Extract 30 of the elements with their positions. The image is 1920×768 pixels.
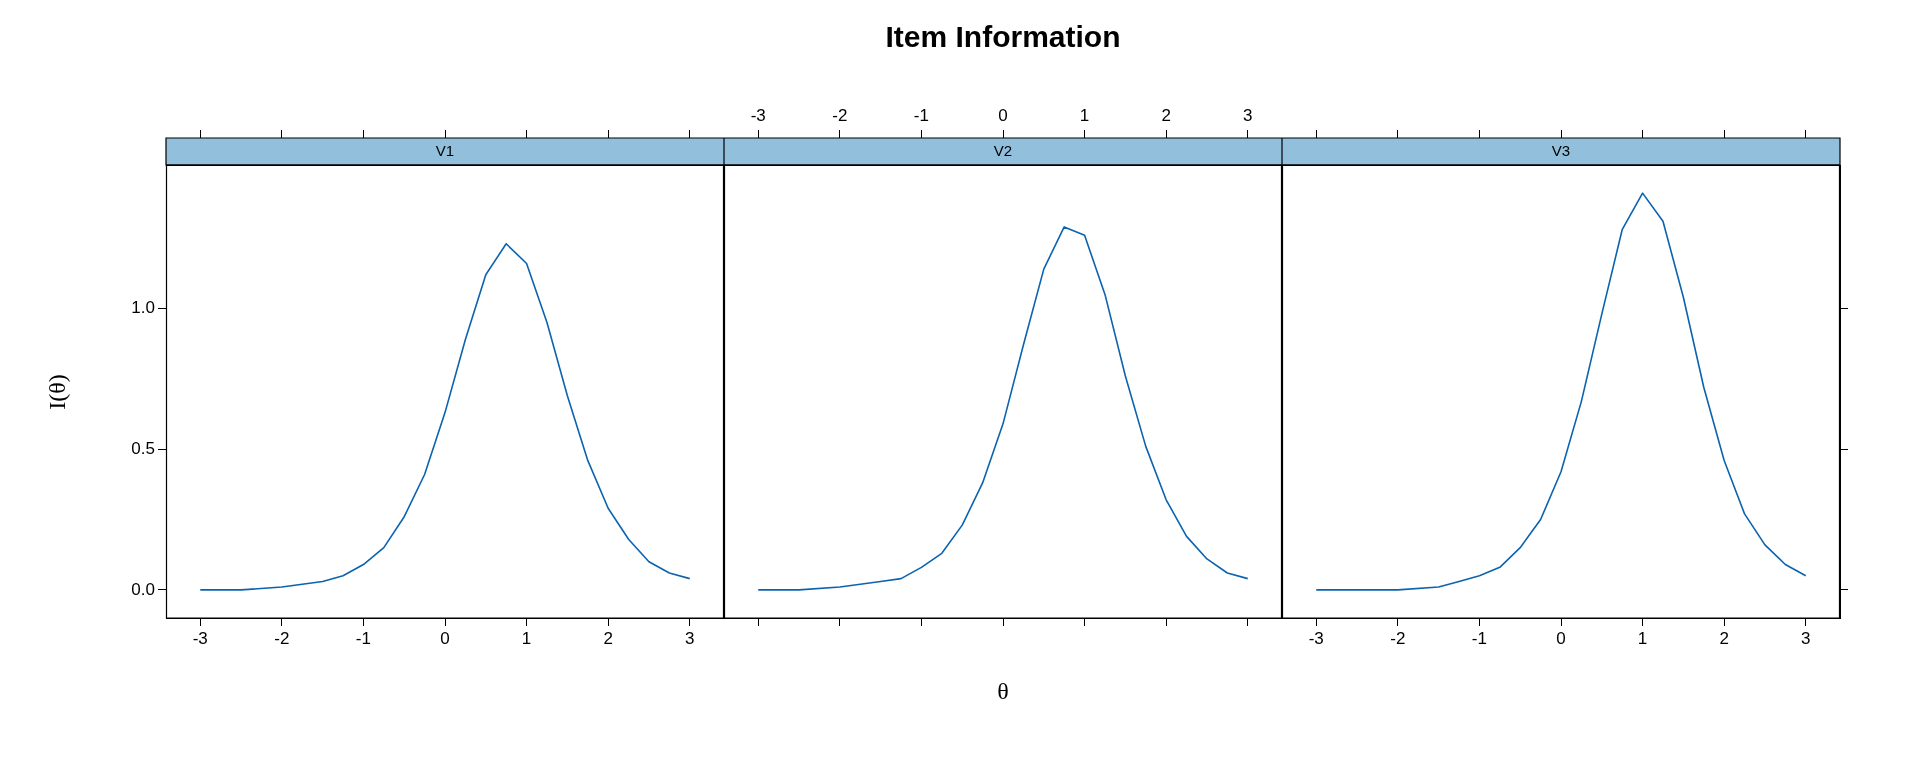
x-tick-label: -2 <box>832 106 848 126</box>
x-tick-label: -3 <box>1308 628 1324 648</box>
x-tick-label: 2 <box>603 628 613 648</box>
x-tick-label: 2 <box>1719 628 1729 648</box>
x-tick-label: 1 <box>1637 628 1648 648</box>
x-tick-label: 3 <box>1243 106 1253 126</box>
x-tick-label: -2 <box>274 628 290 648</box>
y-tick-label: 0.0 <box>131 579 155 599</box>
x-tick-label: -3 <box>192 628 208 648</box>
chart-subtitle: V2 <box>993 141 1013 159</box>
x-tick-label: -1 <box>355 628 371 648</box>
chart-title: Item Information <box>884 19 1122 55</box>
y-tick-label: 1.0 <box>131 298 155 318</box>
chart-subtitle: V1 <box>435 141 455 159</box>
x-tick-label: -2 <box>1390 628 1406 648</box>
x-tick-label: -1 <box>1471 628 1487 648</box>
y-axis-title: I(θ) <box>43 372 71 412</box>
x-tick-label: 2 <box>1161 106 1171 126</box>
x-tick-label: 0 <box>440 628 450 648</box>
x-tick-label: 1 <box>521 628 532 648</box>
x-tick-label: -1 <box>913 106 929 126</box>
x-axis-title: θ <box>996 678 1010 705</box>
x-tick-label: -3 <box>750 106 766 126</box>
x-tick-label: 1 <box>1079 106 1090 126</box>
y-tick-label: 0.5 <box>131 438 155 458</box>
x-tick-label: 3 <box>685 628 695 648</box>
chart-subtitle: V3 <box>1551 141 1571 159</box>
x-tick-label: 0 <box>1556 628 1566 648</box>
x-tick-label: 0 <box>998 106 1008 126</box>
x-tick-label: 3 <box>1801 628 1811 648</box>
